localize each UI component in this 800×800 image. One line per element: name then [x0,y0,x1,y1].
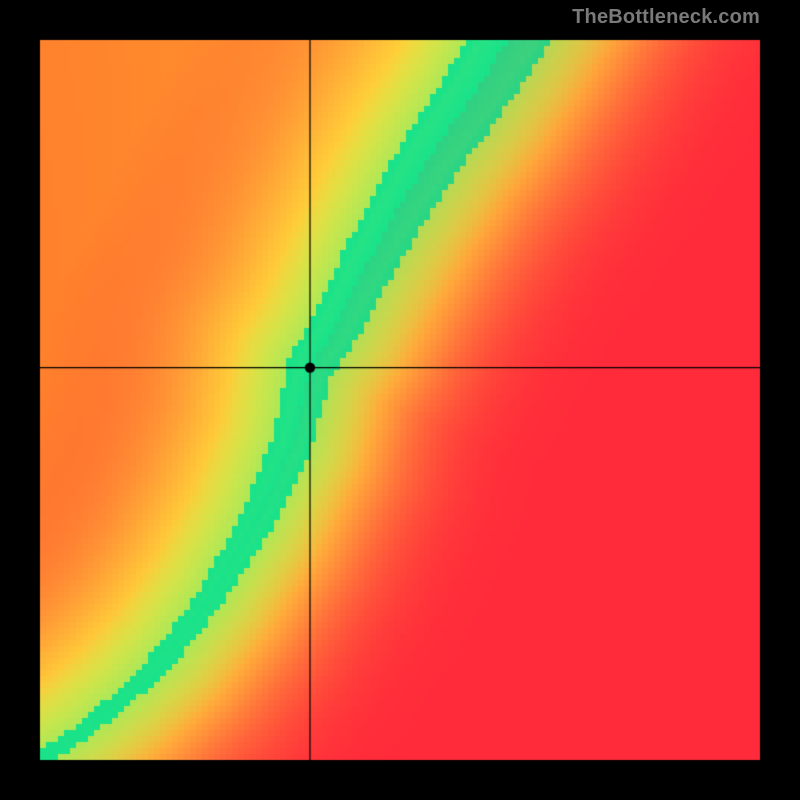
watermark-text: TheBottleneck.com [572,6,760,29]
bottleneck-heatmap [0,0,800,800]
chart-container: TheBottleneck.com [0,0,800,800]
